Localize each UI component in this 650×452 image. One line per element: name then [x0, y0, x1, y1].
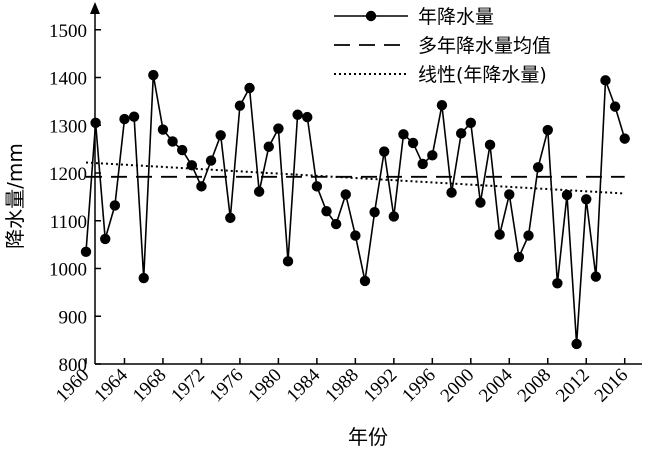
- data-point: [302, 111, 313, 123]
- x-axis-title: 年份: [348, 425, 388, 449]
- y-ticks: 800 900 1000 1100 1200 1300 1400 1500: [49, 21, 101, 376]
- data-point: [167, 136, 178, 147]
- data-point: [581, 194, 592, 205]
- data-point: [494, 229, 505, 240]
- data-point: [340, 189, 351, 200]
- data-point: [234, 100, 246, 111]
- x-tick-label: 1984: [283, 364, 325, 406]
- data-point: [186, 160, 198, 171]
- data-point: [128, 111, 140, 122]
- legend-marker: [365, 10, 377, 22]
- data-point: [590, 271, 602, 282]
- data-point: [263, 141, 274, 152]
- y-tick-label: 1400: [49, 69, 87, 90]
- data-point: [177, 144, 188, 156]
- x-tick-label: 2000: [437, 365, 479, 407]
- x-tick-label: 1964: [90, 364, 132, 406]
- data-point: [523, 230, 534, 241]
- y-tick-label: 1000: [49, 260, 87, 281]
- data-point: [292, 109, 303, 120]
- data-point: [609, 101, 621, 112]
- x-tick-label: 2016: [591, 365, 633, 407]
- data-point: [196, 181, 207, 192]
- x-tick-label: 2004: [475, 364, 517, 406]
- series-line-0: [85, 74, 626, 345]
- y-tick-label: 900: [59, 307, 88, 328]
- x-ticks: 1960196419681972197619801984198819921996…: [52, 358, 632, 406]
- x-tick-label: 1972: [167, 365, 209, 407]
- data-point: [205, 155, 217, 166]
- data-point: [561, 189, 573, 201]
- y-tick-label: 1500: [49, 21, 87, 42]
- y-tick-label: 1200: [49, 164, 87, 185]
- x-tick-label: 1992: [360, 365, 402, 407]
- data-point: [157, 124, 169, 135]
- series-line-2: [85, 161, 625, 195]
- data-point: [619, 133, 630, 144]
- data-point: [532, 162, 544, 173]
- data-point: [148, 69, 159, 81]
- data-point: [80, 246, 92, 257]
- data-point: [571, 338, 582, 350]
- data-point: [253, 186, 265, 197]
- data-point: [282, 256, 294, 267]
- data-point: [388, 211, 400, 222]
- y-axis-arrow: [90, 2, 100, 14]
- x-tick-label: 2008: [514, 365, 556, 407]
- data-point: [138, 272, 149, 284]
- data-point: [379, 146, 390, 157]
- legend-label-2: 线性(年降水量): [418, 64, 547, 86]
- data-point: [100, 233, 111, 245]
- data-point: [244, 82, 255, 94]
- y-axis-title: 降水量/mm: [3, 143, 27, 249]
- x-tick-label: 1968: [129, 365, 171, 407]
- x-tick-label: 1988: [321, 365, 363, 407]
- data-point: [600, 75, 611, 86]
- data-point: [504, 189, 515, 200]
- legend-label-0: 年降水量: [418, 6, 494, 28]
- data-point: [436, 99, 448, 111]
- data-point: [119, 113, 130, 125]
- data-point: [455, 128, 467, 139]
- data-point: [398, 129, 409, 140]
- data-point: [225, 212, 236, 224]
- x-tick-label: 1980: [244, 365, 286, 407]
- data-point: [465, 117, 476, 129]
- y-tick-label: 800: [59, 355, 88, 376]
- data-point: [273, 123, 284, 134]
- data-point: [407, 137, 419, 149]
- data-point: [359, 275, 371, 287]
- y-tick-label: 1100: [50, 212, 87, 233]
- data-point: [446, 187, 457, 198]
- data-point: [321, 206, 332, 217]
- axes: [90, 2, 642, 365]
- data-point: [215, 130, 226, 141]
- data-point: [417, 158, 428, 170]
- x-tick-label: 2012: [552, 365, 594, 407]
- data-point: [330, 218, 342, 230]
- data-point: [484, 139, 496, 151]
- data-point: [109, 200, 121, 211]
- data-point: [369, 206, 380, 218]
- y-tick-label: 1300: [49, 116, 87, 137]
- data-point: [475, 197, 486, 208]
- x-tick-label: 1996: [398, 365, 440, 407]
- series-layer: [80, 69, 630, 350]
- data-point: [513, 251, 525, 263]
- x-tick-label: 1976: [206, 365, 248, 407]
- legend-label-1: 多年降水量均值: [418, 35, 551, 57]
- data-point: [311, 181, 323, 192]
- data-point: [427, 150, 438, 161]
- data-point: [552, 278, 563, 289]
- data-point: [350, 230, 361, 241]
- data-point: [542, 124, 553, 136]
- data-point: [90, 117, 101, 129]
